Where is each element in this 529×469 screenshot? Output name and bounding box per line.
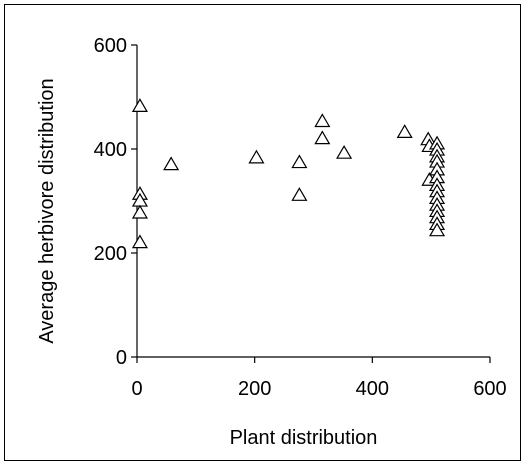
data-point	[291, 187, 308, 201]
y-tick-label: 400	[94, 139, 127, 161]
data-points	[131, 98, 446, 249]
data-point	[336, 144, 353, 159]
data-point	[131, 234, 148, 249]
data-point	[131, 204, 148, 219]
y-tick-label: 200	[94, 243, 127, 265]
data-point	[396, 124, 413, 138]
axes: 0 200 400 600 0 200 400 600	[94, 35, 507, 400]
data-point	[163, 156, 180, 171]
x-ticks: 0 200 400 600	[131, 357, 507, 400]
y-tick-label: 600	[94, 35, 127, 57]
y-ticks: 0 200 400 600	[94, 35, 137, 369]
x-tick-label: 400	[356, 378, 389, 400]
x-tick-label: 200	[238, 378, 271, 400]
y-tick-label: 0	[116, 347, 127, 369]
data-point	[291, 154, 308, 169]
y-axis-title: Average herbivore distribution	[36, 78, 58, 343]
data-point	[131, 98, 148, 113]
x-tick-label: 0	[131, 378, 142, 400]
x-tick-label: 600	[473, 378, 506, 400]
x-axis-title: Plant distribution	[230, 427, 378, 449]
data-point	[314, 130, 331, 145]
data-point	[314, 113, 331, 128]
data-point	[248, 149, 265, 164]
data-point	[429, 222, 446, 237]
